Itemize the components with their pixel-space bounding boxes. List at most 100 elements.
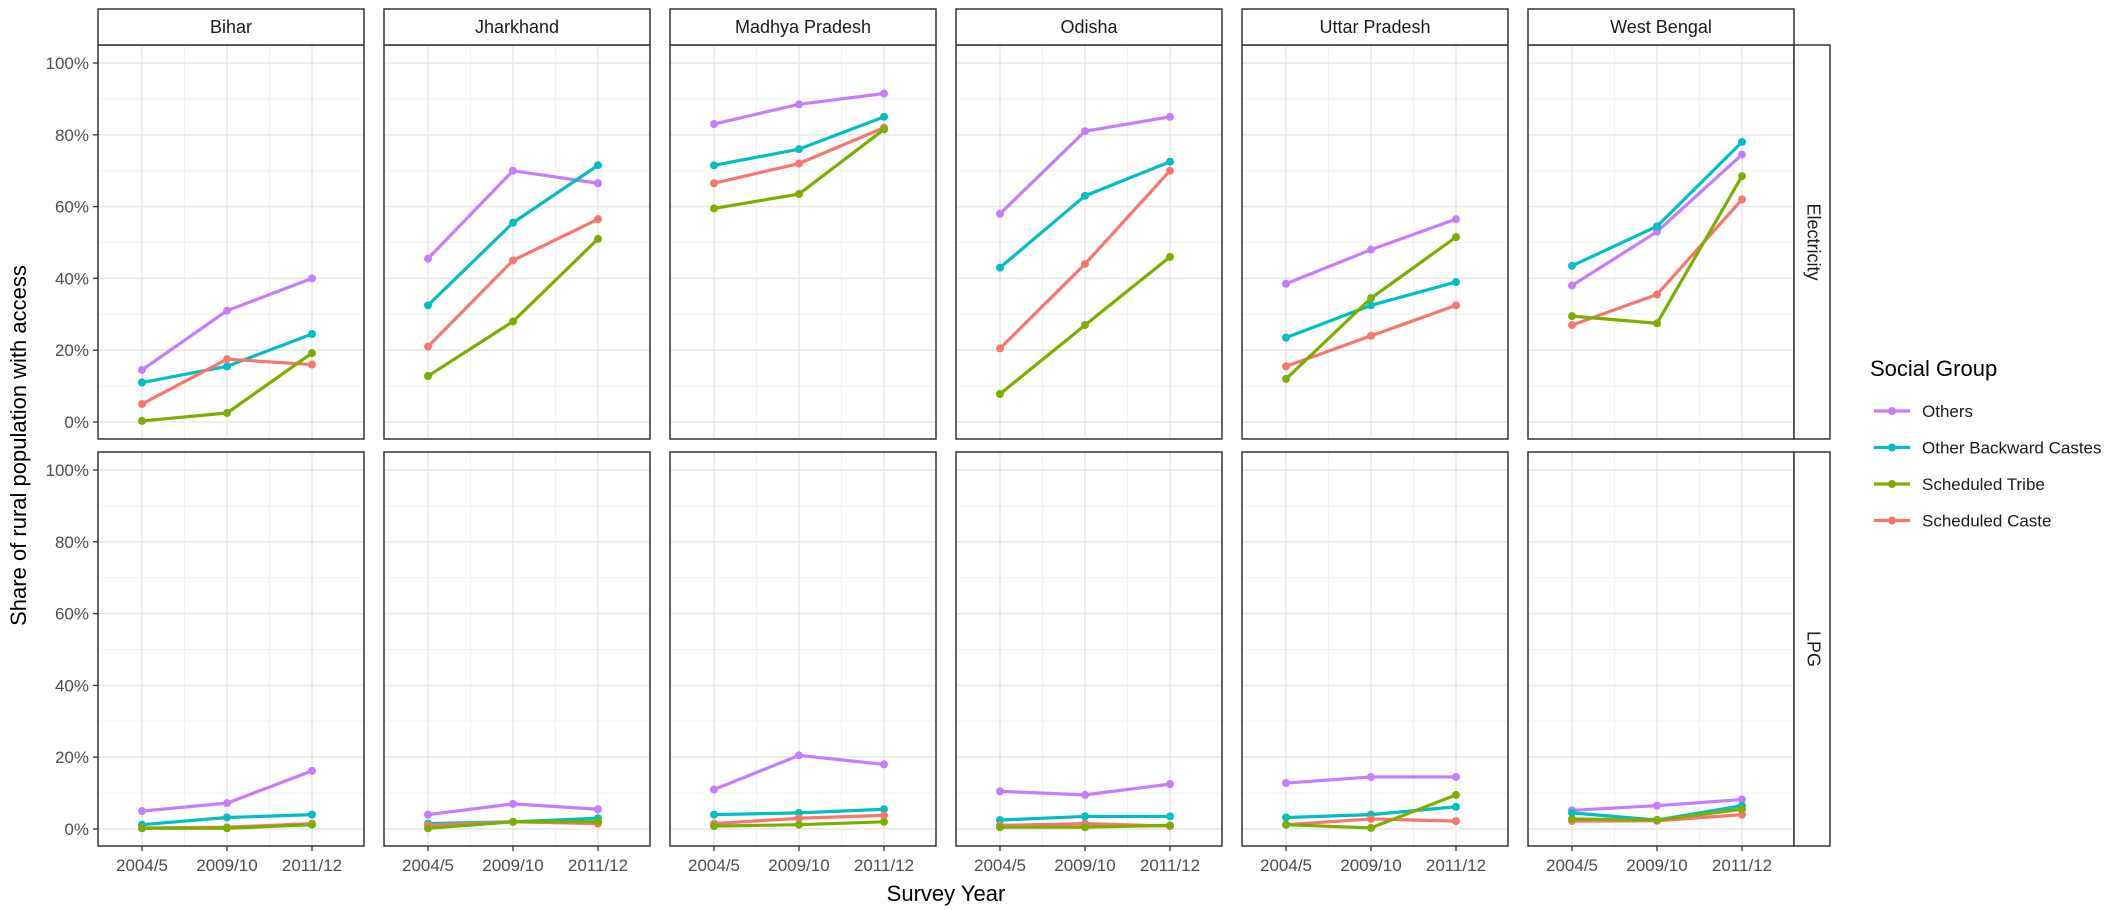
data-point xyxy=(795,820,803,829)
x-tick-label: 2011/12 xyxy=(1140,856,1200,875)
data-point xyxy=(880,89,888,98)
data-point xyxy=(880,817,888,826)
data-point xyxy=(880,112,888,121)
data-point xyxy=(1367,331,1375,340)
data-point xyxy=(1166,112,1174,121)
y-tick-label: 20% xyxy=(55,341,89,360)
data-point xyxy=(1568,312,1576,321)
data-point xyxy=(424,254,432,263)
data-point xyxy=(710,179,718,188)
data-point xyxy=(1568,261,1576,270)
data-point xyxy=(1282,333,1290,342)
data-point xyxy=(795,190,803,199)
data-point xyxy=(1367,823,1375,832)
data-point xyxy=(424,810,432,819)
data-point xyxy=(138,365,146,374)
x-tick-label: 2004/5 xyxy=(1260,856,1312,875)
column-strip-label: Madhya Pradesh xyxy=(735,17,871,37)
data-point xyxy=(308,360,316,369)
data-point xyxy=(1738,172,1746,181)
data-point xyxy=(996,823,1004,832)
y-tick-label: 80% xyxy=(55,533,89,552)
data-point xyxy=(1282,362,1290,371)
data-point xyxy=(509,256,517,265)
data-point xyxy=(1282,374,1290,383)
column-strip-label: Odisha xyxy=(1060,17,1118,37)
data-point xyxy=(509,799,517,808)
column-strip-label: Bihar xyxy=(210,17,252,37)
data-point xyxy=(1081,127,1089,136)
data-point xyxy=(424,372,432,381)
data-point xyxy=(424,301,432,310)
data-point xyxy=(1282,820,1290,829)
data-point xyxy=(1166,812,1174,821)
y-tick-label: 100% xyxy=(46,461,89,480)
data-point xyxy=(1568,281,1576,290)
legend-key-point xyxy=(1888,516,1896,525)
column-strip xyxy=(383,8,651,46)
data-point xyxy=(880,760,888,769)
data-point xyxy=(138,378,146,387)
y-axis-title: Share of rural population with access xyxy=(6,265,31,626)
x-tick-label: 2009/10 xyxy=(196,856,257,875)
data-point xyxy=(996,344,1004,353)
data-point xyxy=(138,400,146,409)
data-point xyxy=(594,215,602,224)
data-point xyxy=(710,161,718,170)
data-point xyxy=(1081,260,1089,269)
data-point xyxy=(424,824,432,833)
column-strip-label: Jharkhand xyxy=(475,17,559,37)
data-point xyxy=(308,820,316,829)
data-point xyxy=(1568,814,1576,823)
data-point xyxy=(1738,195,1746,204)
x-tick-label: 2004/5 xyxy=(974,856,1026,875)
data-point xyxy=(223,813,231,822)
data-point xyxy=(1653,319,1661,328)
y-tick-label: 40% xyxy=(55,269,89,288)
data-point xyxy=(795,814,803,823)
y-tick-label: 60% xyxy=(55,605,89,624)
data-point xyxy=(1282,813,1290,822)
x-tick-label: 2011/12 xyxy=(568,856,628,875)
data-point xyxy=(996,263,1004,272)
data-point xyxy=(1452,817,1460,826)
y-tick-label: 60% xyxy=(55,198,89,217)
x-tick-label: 2011/12 xyxy=(854,856,914,875)
data-point xyxy=(1452,233,1460,242)
data-point xyxy=(223,306,231,315)
data-point xyxy=(1452,790,1460,799)
column-strip xyxy=(97,8,365,46)
x-tick-label: 2009/10 xyxy=(1054,856,1115,875)
y-tick-label: 20% xyxy=(55,748,89,767)
data-point xyxy=(509,317,517,326)
data-point xyxy=(1738,805,1746,814)
data-point xyxy=(223,824,231,833)
row-strip-label: Electricity xyxy=(1803,203,1823,280)
data-point xyxy=(996,209,1004,218)
data-point xyxy=(1653,801,1661,810)
panel-border xyxy=(1241,451,1509,847)
data-point xyxy=(1282,279,1290,288)
data-point xyxy=(223,409,231,418)
x-tick-label: 2004/5 xyxy=(688,856,740,875)
x-tick-label: 2011/12 xyxy=(1712,856,1772,875)
data-point xyxy=(710,120,718,129)
column-strip xyxy=(669,8,937,46)
data-point xyxy=(308,349,316,358)
data-point xyxy=(880,125,888,134)
data-point xyxy=(509,218,517,227)
x-tick-label: 2009/10 xyxy=(482,856,543,875)
data-point xyxy=(223,355,231,364)
data-point xyxy=(1568,808,1576,817)
legend-label: Other Backward Castes xyxy=(1922,439,2102,458)
legend-title: Social Group xyxy=(1870,356,1997,381)
data-point xyxy=(594,161,602,170)
data-point xyxy=(880,805,888,814)
row-strip-label: LPG xyxy=(1803,631,1823,667)
data-point xyxy=(1738,795,1746,804)
data-point xyxy=(424,342,432,351)
data-point xyxy=(710,204,718,213)
y-tick-label: 0% xyxy=(64,413,89,432)
data-point xyxy=(1367,294,1375,303)
